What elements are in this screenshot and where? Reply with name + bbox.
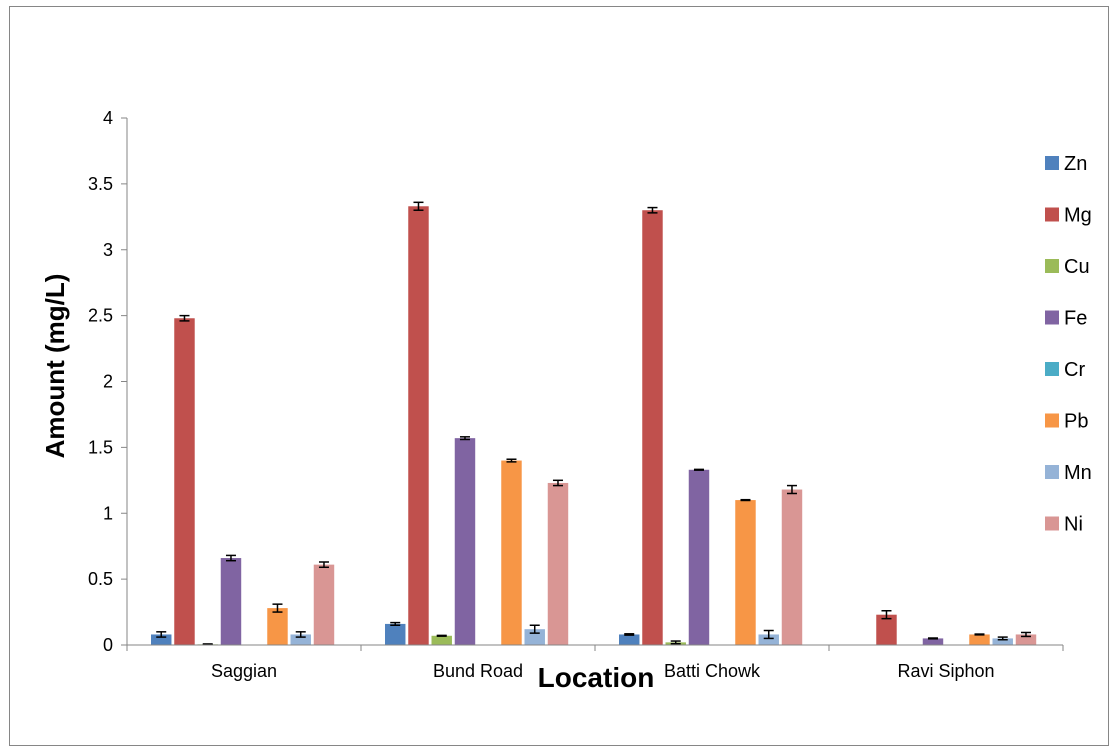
bar-ni <box>781 489 803 645</box>
category-label: Batti Chowk <box>664 661 761 681</box>
legend-label-mn: Mn <box>1064 462 1092 484</box>
legend-label-cu: Cu <box>1064 256 1090 278</box>
bar-pb <box>267 608 288 645</box>
x-axis-title: Location <box>538 662 655 693</box>
bar-zn <box>619 634 640 645</box>
bar-mg <box>876 614 897 645</box>
category-label: Bund Road <box>433 661 523 681</box>
x-axis-ticks: Saggian Bund Road Batti Chowk Ravi Siphon <box>126 645 1064 681</box>
legend-swatch-pb <box>1045 413 1059 428</box>
legend-label-fe: Fe <box>1064 308 1087 330</box>
y-tick-label: 3.5 <box>88 174 113 194</box>
chart-frame: 0 0.5 1 1.5 2 2.5 3 3.5 4 Saggian Bund Road Batti … <box>9 6 1109 746</box>
y-tick-label: 1.5 <box>88 437 113 457</box>
y-tick-label: 3 <box>103 240 113 260</box>
bar-zn <box>151 634 172 645</box>
legend-swatch-cu <box>1045 259 1059 273</box>
legend-swatch-fe <box>1045 310 1059 325</box>
bar-cu <box>431 635 452 645</box>
bar-pb <box>735 500 756 645</box>
error-bars <box>156 201 1031 646</box>
bar-pb <box>969 634 990 645</box>
legend-swatch-ni <box>1045 516 1059 531</box>
bar-zn <box>385 623 406 645</box>
bar-fe <box>220 558 242 645</box>
legend-label-mg: Mg <box>1064 205 1092 227</box>
bar-fe <box>454 438 476 645</box>
y-tick-label: 4 <box>103 108 113 128</box>
bar-mn <box>524 629 545 645</box>
legend-swatch-mg <box>1045 207 1059 222</box>
bar-mg <box>642 210 663 645</box>
y-tick-label: 1 <box>103 503 113 523</box>
legend: Zn Mg Cu Fe Cr Pb Mn Ni <box>1045 153 1092 536</box>
bar-mn <box>758 634 779 645</box>
legend-swatch-cr <box>1045 362 1059 376</box>
legend-label-cr: Cr <box>1064 359 1085 381</box>
legend-label-pb: Pb <box>1064 411 1088 433</box>
y-tick-label: 2 <box>103 372 113 392</box>
bar-ni <box>1015 634 1037 645</box>
legend-label-zn: Zn <box>1064 153 1087 175</box>
y-axis-title: Amount (mg/L) <box>40 274 70 459</box>
bar-mn <box>290 634 311 645</box>
bar-fe <box>922 638 944 645</box>
y-tick-label: 0 <box>103 635 113 655</box>
axes <box>126 118 1063 646</box>
legend-label-ni: Ni <box>1064 514 1083 536</box>
bar-mg <box>408 206 429 645</box>
y-tick-label: 0.5 <box>88 569 113 589</box>
bar-ni <box>547 482 569 645</box>
bar-fe <box>688 469 710 645</box>
bar-mg <box>174 318 195 645</box>
bar-ni <box>313 564 335 645</box>
bar-mn <box>992 638 1013 645</box>
bar-pb <box>501 460 522 645</box>
bars <box>151 206 1037 645</box>
y-axis-ticks: 0 0.5 1 1.5 2 2.5 3 3.5 4 <box>88 108 127 655</box>
y-tick-label: 2.5 <box>88 306 113 326</box>
category-label: Ravi Siphon <box>897 661 994 681</box>
legend-swatch-zn <box>1045 156 1059 170</box>
category-label: Saggian <box>211 661 277 681</box>
legend-swatch-mn <box>1045 465 1059 479</box>
bar-chart: 0 0.5 1 1.5 2 2.5 3 3.5 4 Saggian Bund Road Batti … <box>40 108 1092 693</box>
